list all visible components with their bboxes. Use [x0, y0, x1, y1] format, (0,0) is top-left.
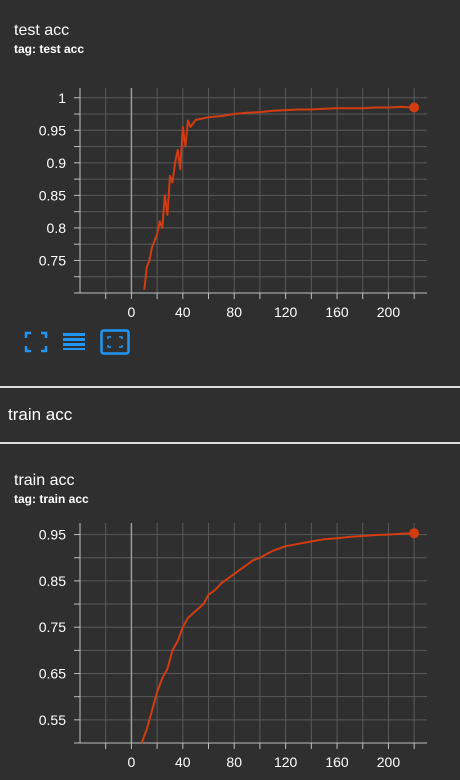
- section-header-train-acc[interactable]: train acc: [0, 389, 460, 441]
- y-tick-label: 0.55: [39, 712, 66, 728]
- y-tick-label: 0.8: [47, 220, 67, 236]
- train-acc-chart[interactable]: 0.55 0.65 0.75 0.85 0.95 0 40 80 120 160 200: [0, 515, 460, 780]
- section-label: train acc: [8, 405, 73, 424]
- series-last-point: [409, 528, 420, 539]
- y-tick-label: 0.75: [39, 619, 66, 635]
- x-tick-label: 120: [274, 304, 298, 320]
- x-tick-label: 160: [325, 754, 349, 770]
- x-tick-label: 120: [274, 754, 298, 770]
- y-tick-label: 0.65: [39, 666, 66, 682]
- y-tick-label: 1: [58, 90, 66, 106]
- y-tick-label: 0.85: [39, 187, 66, 203]
- x-tick-label: 40: [175, 754, 191, 770]
- card-title: test acc: [14, 22, 70, 39]
- series-line: [140, 532, 415, 744]
- x-tick-label: 40: [175, 304, 191, 320]
- fit-domain-icon[interactable]: [100, 329, 130, 355]
- x-tick-label: 0: [128, 754, 136, 770]
- test-acc-chart[interactable]: 0.75 0.8 0.85 0.9 0.95 1 0 40 80 120 160 200: [0, 80, 460, 320]
- series-line: [143, 105, 415, 290]
- x-tick-label: 200: [377, 754, 401, 770]
- card-tag: tag: train acc: [14, 492, 89, 506]
- fullscreen-icon[interactable]: [22, 329, 50, 355]
- card-tag: tag: test acc: [14, 42, 85, 56]
- section-divider-top: [0, 386, 460, 388]
- x-tick-label: 200: [377, 304, 401, 320]
- y-tick-label: 0.95: [39, 122, 66, 138]
- toggle-log-scale-icon[interactable]: [60, 329, 88, 355]
- y-tick-label: 0.95: [39, 527, 66, 543]
- x-tick-label: 80: [226, 754, 242, 770]
- y-tick-label: 0.9: [47, 155, 67, 171]
- x-tick-label: 0: [128, 304, 136, 320]
- section-divider-bottom: [0, 442, 460, 444]
- train-acc-card: train acc tag: train acc: [0, 444, 460, 780]
- test-acc-card: test acc tag: test acc: [0, 0, 460, 385]
- x-tick-label: 80: [226, 304, 242, 320]
- y-tick-label: 0.75: [39, 252, 66, 268]
- series-last-point: [409, 102, 420, 113]
- x-tick-label: 160: [325, 304, 349, 320]
- card-title: train acc: [14, 472, 75, 489]
- y-tick-label: 0.85: [39, 573, 66, 589]
